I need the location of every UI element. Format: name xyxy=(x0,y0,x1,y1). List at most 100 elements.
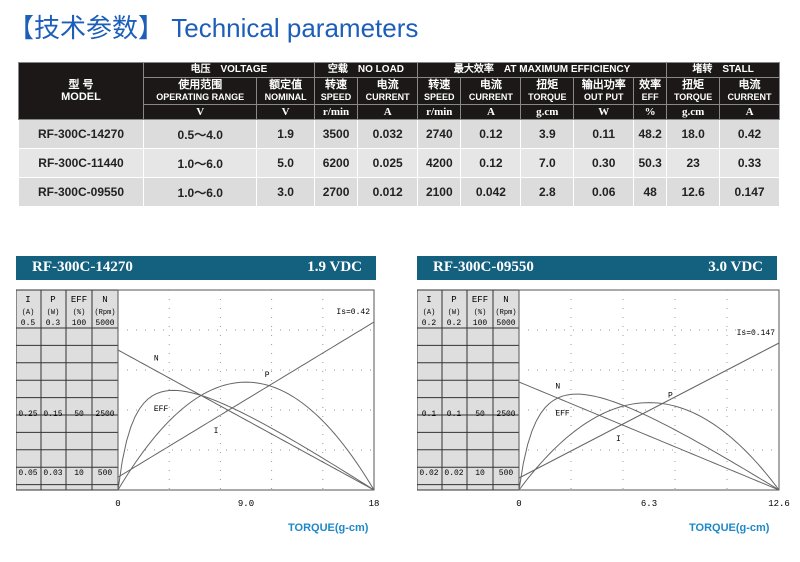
table-cell: 0.025 xyxy=(357,148,419,178)
table-cell: 0.11 xyxy=(573,119,635,149)
axis-max: 5000 xyxy=(496,319,515,328)
axis-max: 0.3 xyxy=(46,319,61,328)
column-header: 使用范围 OPERATING RANGE xyxy=(142,77,258,105)
col-en: SPEED xyxy=(424,92,455,102)
column-header: 扭矩 TORQUE xyxy=(666,77,721,105)
stall-current-annotation: Is=0.147 xyxy=(737,329,776,338)
model-header-en: MODEL xyxy=(61,91,101,103)
axis-name: N xyxy=(503,295,508,305)
chart-voltage: 3.0 VDC xyxy=(708,259,763,275)
table-cell: 48.2 xyxy=(633,119,668,149)
unit-cell: A xyxy=(357,104,419,120)
series-line-p xyxy=(117,381,375,491)
col-cn: 电流 xyxy=(479,79,502,91)
axis-name: EFF xyxy=(472,295,488,305)
title-en: Technical parameters xyxy=(171,13,419,43)
axis-name: N xyxy=(102,295,107,305)
x-tick-label: 9.0 xyxy=(238,499,254,509)
unit-cell: r/min xyxy=(313,104,359,120)
plot-area xyxy=(518,289,780,491)
unit-cell: g.cm xyxy=(666,104,721,120)
axis-mid: 0.1 xyxy=(422,410,437,419)
series-label: I xyxy=(616,435,621,444)
x-tick-label: 0 xyxy=(115,499,120,509)
axis-name: P xyxy=(50,295,55,305)
unit-cell: A xyxy=(460,104,522,120)
table-cell: 0.032 xyxy=(357,119,419,149)
chart-title: RF-300C-14270 xyxy=(32,259,133,275)
chart-header: RF-300C-14270 1.9 VDC xyxy=(16,256,376,280)
col-en: EFF xyxy=(641,92,659,102)
unit-cell: r/min xyxy=(417,104,462,120)
column-header: 转速 SPEED xyxy=(313,77,359,105)
page-title: 【技术参数】 Technical parameters xyxy=(8,8,418,45)
axis-unit: (Rpm) xyxy=(495,309,516,317)
x-axis-label: TORQUE(g-cm) xyxy=(689,522,770,534)
axis-low: 0.02 xyxy=(419,469,438,478)
table-cell: 0.12 xyxy=(460,148,522,178)
axis-name: EFF xyxy=(71,295,87,305)
model-header: 型 号 MODEL xyxy=(18,62,144,120)
axis-max: 0.5 xyxy=(21,319,36,328)
column-header: 输出功率 OUT PUT xyxy=(573,77,635,105)
stall-current-annotation: Is=0.42 xyxy=(336,308,370,317)
x-tick-label: 12.6 xyxy=(768,499,790,509)
series-line-i xyxy=(117,321,375,478)
x-tick-label: 18 xyxy=(369,499,380,509)
axis-mid: 0.25 xyxy=(18,410,37,419)
axis-mid: 50 xyxy=(475,410,485,419)
group-no-load: 空载 NO LOAD xyxy=(313,62,419,78)
axis-mid: 2500 xyxy=(95,410,114,419)
table-cell: 3.0 xyxy=(256,177,315,207)
table-cell: 0.147 xyxy=(719,177,780,207)
series-label: P xyxy=(668,392,673,401)
axis-low: 10 xyxy=(74,469,84,478)
col-en: OPERATING RANGE xyxy=(156,92,245,102)
title-cn: 【技术参数】 xyxy=(8,13,165,43)
col-cn: 转速 xyxy=(325,79,348,91)
series-line-p xyxy=(518,402,780,491)
axis-low: 0.05 xyxy=(18,469,37,478)
table-cell: 2740 xyxy=(417,119,462,149)
column-header: 电流 CURRENT xyxy=(357,77,419,105)
axis-unit: (W) xyxy=(47,309,60,317)
col-en: CURRENT xyxy=(727,92,772,102)
table-cell: 0.06 xyxy=(573,177,635,207)
series-line-i xyxy=(518,342,780,479)
axis-max: 0.2 xyxy=(422,319,437,328)
series-label: N xyxy=(555,383,560,392)
table-cell: 1.9 xyxy=(256,119,315,149)
col-en: CURRENT xyxy=(468,92,513,102)
axis-low: 10 xyxy=(475,469,485,478)
unit-cell: W xyxy=(573,104,635,120)
chart-2: RF-300C-09550 3.0 VDC I (A) 0.2 0.1 0.02 P (W) 0… xyxy=(417,256,790,546)
axis-unit: (%) xyxy=(474,309,487,317)
table-cell: 0.012 xyxy=(357,177,419,207)
series-line-eff xyxy=(117,389,375,491)
unit-cell: V xyxy=(142,104,258,120)
column-header: 效率 EFF xyxy=(633,77,668,105)
axis-mid: 0.15 xyxy=(43,410,62,419)
axis-name: I xyxy=(25,295,30,305)
col-cn: 转速 xyxy=(428,79,451,91)
col-cn: 额定值 xyxy=(269,79,303,91)
group-max-eff: 最大效率 AT MAXIMUM EFFICIENCY xyxy=(417,62,668,78)
axis-label-panel xyxy=(417,289,520,491)
x-tick-label: 6.3 xyxy=(641,499,657,509)
chart-header: RF-300C-09550 3.0 VDC xyxy=(417,256,777,280)
column-header: 电流 CURRENT xyxy=(719,77,780,105)
axis-max: 100 xyxy=(473,319,488,328)
series-line-eff xyxy=(518,393,780,491)
table-cell: 7.0 xyxy=(520,148,575,178)
col-cn: 输出功率 xyxy=(581,79,626,91)
chart-plot: I(A)0.20.10.02P(W)0.20.10.02EFF(%)100501… xyxy=(417,289,790,509)
col-en: NOMINAL xyxy=(264,92,307,102)
col-cn: 电流 xyxy=(376,79,399,91)
chart-title: RF-300C-09550 xyxy=(433,259,534,275)
col-cn: 电流 xyxy=(738,79,761,91)
series-line-n xyxy=(117,349,375,491)
col-cn: 使用范围 xyxy=(178,79,223,91)
axis-max: 0.2 xyxy=(447,319,462,328)
axis-name: P xyxy=(451,295,456,305)
series-line-n xyxy=(518,381,780,491)
